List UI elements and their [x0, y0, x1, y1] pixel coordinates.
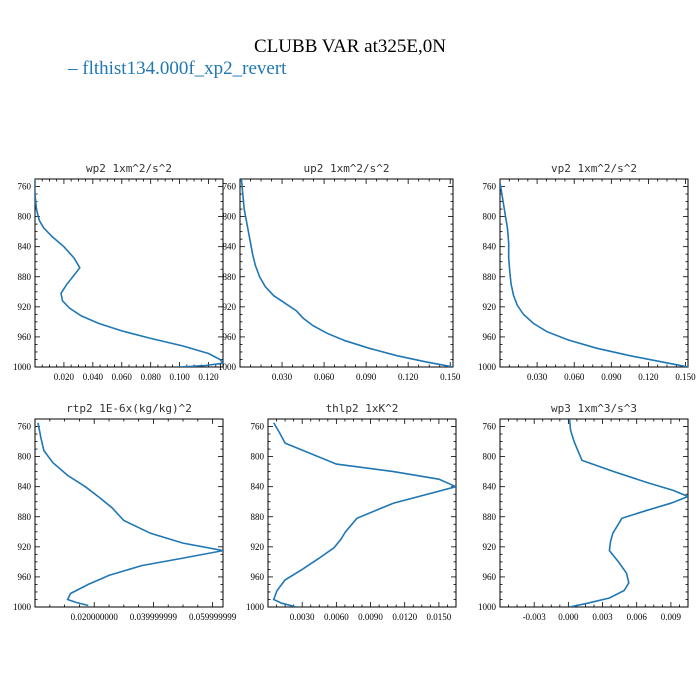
y-tick-label: 1000 — [478, 362, 497, 372]
y-tick-label: 960 — [18, 332, 32, 342]
y-tick-label: 920 — [483, 302, 497, 312]
x-tick-label: 0.150 — [440, 372, 461, 382]
subplot-3: vp2 1xm^2/s^2 760 800 840 880 920 960 1000 0.030… — [478, 162, 696, 382]
x-tick-label: 0.020 — [54, 372, 75, 382]
y-tick-label: 800 — [18, 452, 32, 462]
x-tick-label: 0.060 — [564, 372, 585, 382]
x-tick-label: 0.060 — [112, 372, 133, 382]
y-tick-label: 960 — [251, 572, 265, 582]
series-line — [37, 422, 223, 607]
subplot-1: wp2 1xm^2/s^2 760 800 840 880 920 960 1000 0.020… — [13, 162, 224, 382]
x-tick-label: 0.0120 — [392, 612, 417, 622]
x-tick-label: 0.059999999 — [189, 612, 237, 622]
y-tick-label: 960 — [483, 572, 497, 582]
y-tick-label: 1000 — [13, 362, 32, 372]
y-tick-label: 880 — [18, 512, 32, 522]
y-tick-label: 880 — [483, 272, 497, 282]
y-tick-label: 840 — [483, 482, 497, 492]
y-tick-label: 880 — [223, 272, 237, 282]
y-tick-label: 760 — [251, 422, 265, 432]
subplot-title: rtp2 1E-6x(kg/kg)^2 — [66, 402, 192, 415]
y-tick-label: 960 — [483, 332, 497, 342]
x-tick-label: 0.120 — [198, 372, 219, 382]
y-tick-label: 840 — [18, 482, 32, 492]
legend-dash: – — [68, 58, 78, 79]
x-tick-label: 0.030 — [272, 372, 293, 382]
y-tick-label: 920 — [251, 542, 265, 552]
y-tick-label: 800 — [483, 452, 497, 462]
plot-frame — [239, 178, 454, 368]
subplot-6: wp3 1xm^3/s^3 760 800 840 880 920 960 1000 -0.00… — [478, 402, 689, 622]
x-tick-label: 0.120 — [638, 372, 659, 382]
x-tick-label: 0.0150 — [427, 612, 452, 622]
y-tick-label: 1000 — [218, 362, 237, 372]
plot-frame — [34, 178, 224, 368]
y-tick-label: 960 — [18, 572, 32, 582]
y-tick-label: 800 — [483, 212, 497, 222]
plot-frame — [499, 178, 689, 368]
y-tick-label: 920 — [223, 302, 237, 312]
subplot-title: vp2 1xm^2/s^2 — [551, 162, 637, 175]
subplot-title: thlp2 1xK^2 — [326, 402, 399, 415]
page-title: CLUBB VAR at325E,0N — [254, 36, 446, 57]
x-tick-label: 0.0060 — [324, 612, 349, 622]
x-tick-label: 0.090 — [601, 372, 622, 382]
series-line — [568, 419, 688, 607]
y-tick-label: 1000 — [13, 602, 32, 612]
x-tick-label: 0.003 — [592, 612, 613, 622]
x-tick-label: 0.090 — [356, 372, 377, 382]
y-tick-label: 840 — [223, 242, 237, 252]
legend-entry: flthist134.000f_xp2_revert — [82, 58, 287, 79]
x-tick-label: 0.0030 — [290, 612, 315, 622]
y-tick-label: 880 — [251, 512, 265, 522]
series-line — [35, 179, 223, 367]
y-tick-label: 760 — [483, 182, 497, 192]
x-tick-label: 0.000 — [558, 612, 579, 622]
legend: – flthist134.000f_xp2_revert — [68, 58, 286, 80]
y-tick-label: 760 — [18, 422, 32, 432]
y-tick-label: 1000 — [246, 602, 265, 612]
y-tick-label: 760 — [223, 182, 237, 192]
series-line — [272, 422, 456, 607]
y-tick-label: 800 — [18, 212, 32, 222]
y-tick-label: 1000 — [478, 602, 497, 612]
y-tick-label: 920 — [18, 542, 32, 552]
y-tick-label: 760 — [18, 182, 32, 192]
x-tick-label: 0.039999999 — [130, 612, 178, 622]
x-tick-label: 0.006 — [627, 612, 648, 622]
subplot-4: rtp2 1E-6x(kg/kg)^2 760 800 840 880 920 960 100… — [13, 402, 237, 622]
x-tick-label: 0.060 — [314, 372, 335, 382]
y-tick-label: 800 — [251, 452, 265, 462]
y-tick-label: 760 — [483, 422, 497, 432]
subplot-title: wp2 1xm^2/s^2 — [86, 162, 172, 175]
x-tick-label: 0.0090 — [358, 612, 383, 622]
subplot-2: up2 1xm^2/s^2 760 800 840 880 920 960 1000 0.030… — [218, 162, 461, 382]
subplot-title: up2 1xm^2/s^2 — [303, 162, 389, 175]
y-tick-label: 880 — [483, 512, 497, 522]
x-tick-label: 0.009 — [661, 612, 682, 622]
y-tick-label: 920 — [18, 302, 32, 312]
y-tick-label: 800 — [223, 212, 237, 222]
x-tick-label: 0.120 — [398, 372, 419, 382]
y-tick-label: 920 — [483, 542, 497, 552]
x-tick-label: 0.150 — [675, 372, 696, 382]
y-tick-label: 960 — [223, 332, 237, 342]
x-tick-label: 0.100 — [169, 372, 190, 382]
subplot-title: wp3 1xm^3/s^3 — [551, 402, 637, 415]
x-tick-label: 0.040 — [83, 372, 104, 382]
x-tick-label: 0.080 — [141, 372, 162, 382]
y-tick-label: 880 — [18, 272, 32, 282]
y-tick-label: 840 — [251, 482, 265, 492]
series-line — [240, 179, 453, 367]
x-tick-label: 0.030 — [527, 372, 548, 382]
x-tick-label: 0.020000000 — [71, 612, 119, 622]
series-line — [500, 182, 688, 367]
plot-frame — [499, 418, 689, 608]
subplot-5: thlp2 1xK^2 760 800 840 880 920 960 1000 0.0030 0… — [246, 402, 457, 622]
plot-frame — [34, 418, 224, 608]
y-tick-label: 840 — [483, 242, 497, 252]
x-tick-label: -0.003 — [523, 612, 547, 622]
y-tick-label: 840 — [18, 242, 32, 252]
